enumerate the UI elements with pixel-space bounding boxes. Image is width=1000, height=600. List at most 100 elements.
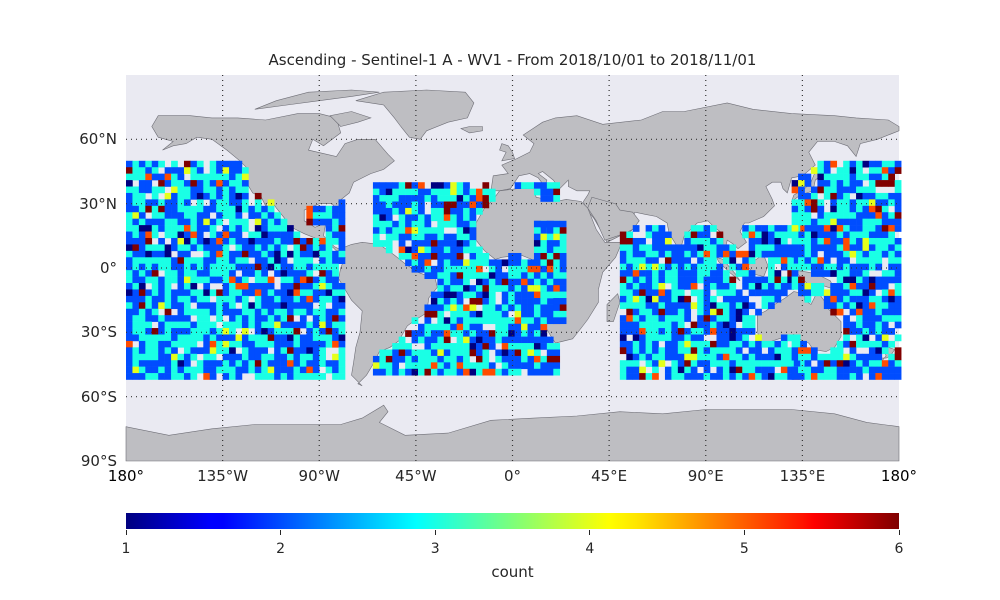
data-cell [787,366,795,374]
data-cell [222,225,230,232]
data-cell [437,310,445,318]
data-cell [177,186,185,194]
data-cell [222,340,230,348]
data-cell [658,263,666,271]
data-cell [881,192,889,200]
data-cell [132,321,140,329]
data-cell [287,347,294,355]
data-cell [817,199,825,207]
data-cell [190,347,198,355]
data-cell [254,263,262,271]
data-cell [488,304,496,312]
data-cell [171,237,178,245]
data-cell [463,343,470,350]
data-cell [639,315,646,322]
data-cell [280,366,288,374]
data-cell [559,304,567,312]
lat-label: 90°S [80,452,117,470]
data-cell [222,205,230,213]
data-cell [697,263,704,271]
data-cell [229,347,236,355]
data-cell [823,373,831,380]
data-cell [533,188,541,196]
data-cell [843,225,850,232]
data-cell [241,289,249,297]
data-cell [830,231,838,239]
data-cell [677,263,685,271]
data-cell [632,334,640,342]
data-cell [533,298,541,305]
data-cell [203,218,211,226]
data-cell [456,310,464,318]
data-cell [652,225,659,232]
data-cell [306,334,314,342]
data-cell [280,218,288,226]
data-cell [469,298,477,305]
data-cell [804,199,812,207]
data-cell [791,276,799,284]
data-cell [405,252,412,260]
data-cell [553,368,561,376]
data-cell [476,188,483,196]
data-cell [132,308,140,316]
data-cell [312,237,320,245]
data-cell [280,257,288,265]
data-cell [639,334,646,342]
data-cell [791,225,799,232]
data-cell [229,237,236,245]
data-cell [748,257,756,265]
data-cell [735,334,743,342]
data-cell [190,340,198,348]
data-cell [546,317,554,325]
data-cell [684,257,692,265]
data-cell [274,250,281,258]
data-cell [514,336,522,344]
data-cell [171,167,178,174]
data-cell [203,308,211,316]
data-cell [241,340,249,348]
data-cell [817,353,825,361]
data-cell [553,343,561,350]
data-cell [229,250,236,258]
data-cell [126,360,133,367]
data-cell [235,192,243,200]
data-cell [540,259,548,267]
data-cell [652,263,659,271]
data-cell [196,334,204,342]
data-cell [755,237,762,245]
data-cell [488,336,496,344]
data-cell [508,291,515,299]
data-cell [398,240,406,247]
data-cell [761,231,769,239]
data-cell [190,283,198,290]
data-cell [229,167,236,174]
data-cell [722,244,730,252]
data-cell [209,360,217,367]
data-cell [652,366,659,374]
data-cell [817,167,825,174]
data-cell [868,225,876,232]
data-cell [183,340,191,348]
data-cell [183,199,191,207]
data-cell [875,308,883,316]
data-cell [632,283,640,290]
data-cell [868,347,876,355]
data-cell [203,353,211,361]
data-cell [177,173,185,181]
data-cell [804,250,812,258]
data-cell [881,295,889,303]
data-cell [177,250,185,258]
data-cell [280,315,288,322]
data-cell [241,295,249,303]
data-cell [716,270,724,277]
data-cell [392,343,399,350]
data-cell [836,276,844,284]
data-cell [619,360,627,367]
data-cell [379,227,387,234]
data-cell [742,276,749,284]
data-cell [132,218,140,226]
data-cell [138,218,146,226]
data-cell [804,295,812,303]
data-cell [437,220,445,228]
data-cell [171,218,178,226]
